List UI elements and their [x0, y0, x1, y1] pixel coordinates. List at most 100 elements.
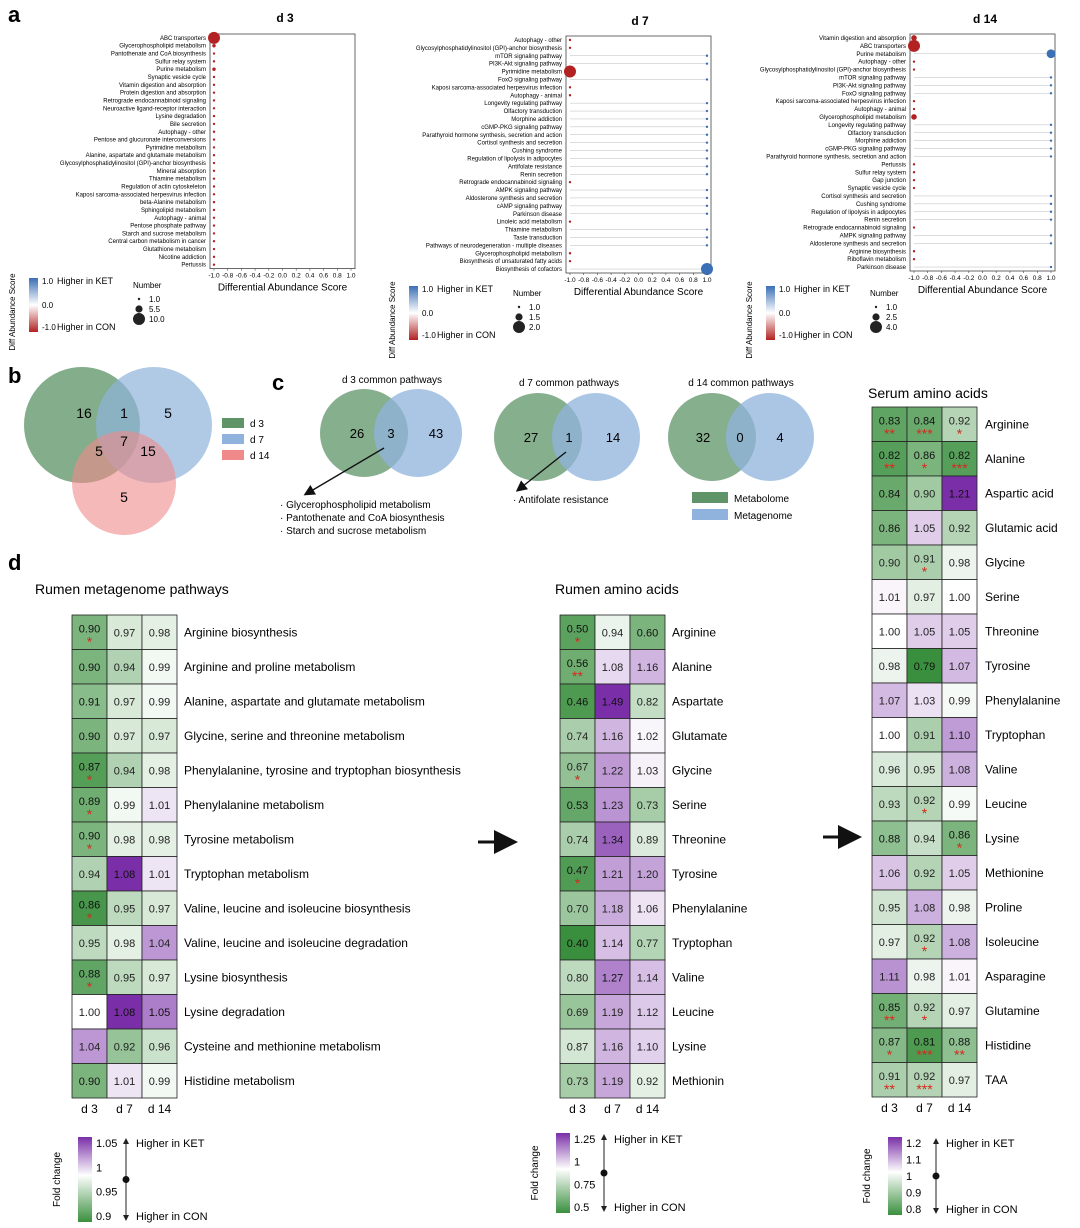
heatmap-cell-value: 0.67	[567, 761, 588, 773]
lollipop-point	[212, 224, 216, 227]
pathway-label: Autophagy - other	[858, 60, 906, 66]
venn-circle-metagenome-d3	[374, 389, 462, 477]
heatmap-row-label: Threonine	[985, 624, 1039, 638]
heatmap-cell	[906, 441, 943, 477]
heatmap-row-label: Lysine	[672, 1039, 707, 1053]
pathway-label: Pentose phosphate pathway	[130, 224, 206, 230]
heatmap-row-label: Phenylalanine, tyrosine and tryptophan b…	[184, 763, 461, 777]
lollipop-point	[1049, 76, 1053, 79]
pathway-label: Cushing syndrome	[856, 202, 907, 208]
higher-con-label: Higher in CON	[794, 330, 853, 340]
heatmap-cell	[594, 649, 631, 685]
venn-center-d14: 0	[736, 430, 743, 445]
colorbar-tick: 1	[96, 1162, 102, 1174]
heatmap-cell-value: 1.19	[602, 1007, 623, 1019]
heatmap-cell-value: 1.05	[914, 523, 935, 535]
heatmap-row-label: Lysine	[985, 831, 1020, 845]
venn-title-d3: d 3 common pathways	[342, 375, 442, 386]
heatmap-cell-value: 0.97	[914, 592, 935, 604]
pathway-label: Renin secretion	[520, 172, 562, 178]
heatmap-cell-value: 0.69	[567, 1007, 588, 1019]
lollipop-point	[705, 133, 709, 136]
heatmap-cell-value: 1.34	[602, 834, 623, 846]
size-legend-dot	[870, 321, 882, 333]
x-tick-label: 1.0	[702, 277, 711, 284]
venn-region-d7-only: 5	[164, 405, 172, 421]
heatmap-cell-value: 1.08	[914, 902, 935, 914]
pathway-label: Neuroactive ligand-receptor interaction	[103, 106, 206, 112]
significance-star: ***	[916, 1081, 933, 1097]
lollipop-point	[212, 122, 216, 126]
heatmap-cell	[559, 856, 596, 892]
lollipop-point	[705, 228, 709, 231]
venn-region-all: 7	[120, 433, 128, 449]
lollipop-point	[212, 107, 216, 110]
lollipop-point	[1049, 194, 1053, 198]
pathway-label: Riboflavin metabolism	[847, 257, 906, 263]
heatmap-cell-value: 0.92	[914, 795, 935, 807]
x-tick-label: -0.2	[263, 273, 275, 280]
heatmap-row-label: Tyrosine metabolism	[184, 832, 294, 846]
heatmap-cell-value: 0.40	[567, 938, 588, 950]
venn-right-d7: 14	[606, 430, 620, 445]
heatmap-cell-value: 0.97	[114, 731, 135, 743]
higher-ket-label: Higher in KET	[136, 1138, 205, 1150]
heatmap-cell-value: 0.60	[637, 627, 658, 639]
heatmap-cell	[906, 958, 943, 994]
heatmap-row-label: Alanine	[672, 660, 712, 674]
pathway-label: PI3K-Akt signaling pathway	[833, 83, 906, 89]
heatmap-row-label: Threonine	[672, 832, 726, 846]
significance-star: **	[884, 1081, 895, 1097]
pathway-label: Glycosylphosphatidylinositol (GPI)-ancho…	[60, 161, 206, 167]
pathway-label: Renin secretion	[864, 218, 906, 224]
pathway-label: Parkinson disease	[857, 265, 907, 271]
colorbar-tick: 0.5	[574, 1202, 589, 1214]
heatmap-row-label: Histidine metabolism	[184, 1074, 295, 1088]
heatmap-cell	[71, 959, 108, 995]
significance-star: *	[87, 910, 93, 926]
colorbar-tick: 0.9	[906, 1188, 921, 1200]
heatmap-cell-value: 1.11	[879, 971, 900, 983]
heatmap-cell-value: 1.08	[949, 764, 970, 776]
heatmap-cell	[629, 994, 666, 1030]
heatmap-cell-value: 0.86	[949, 829, 970, 841]
lollipop-point	[568, 252, 572, 255]
heatmap-cell	[941, 717, 978, 753]
lollipop-point	[212, 247, 216, 251]
heatmap-cell	[906, 579, 943, 615]
lollipop-point	[705, 141, 709, 144]
x-tick-label: -1.0	[908, 275, 920, 282]
pathway-label: Glycerophospholipid metabolism	[119, 44, 206, 50]
heatmap-cell-value: 0.93	[879, 799, 900, 811]
heatmap-cell	[106, 1028, 143, 1064]
heatmap-cell-value: 1.16	[602, 1041, 623, 1053]
heatmap-cell-value: 0.47	[567, 865, 588, 877]
lollipop-point	[912, 178, 916, 182]
heatmap-cell-value: 1.08	[949, 937, 970, 949]
heatmap-row-label: Histidine	[985, 1038, 1031, 1052]
lollipop-point	[705, 196, 709, 200]
heatmap-cell-value: 0.98	[149, 765, 170, 777]
higher-con-label: Higher in CON	[57, 322, 116, 332]
heatmap-cell-value: 0.90	[79, 1076, 100, 1088]
heatmap-cell-value: 1.04	[79, 1041, 100, 1053]
legend-label-metabolome: Metabolome	[734, 494, 789, 505]
heatmap-cell-value: 0.86	[914, 450, 935, 462]
heatmap-cell-value: 1.06	[879, 868, 900, 880]
pathway-label: Biosynthesis of cofactors	[496, 267, 562, 273]
size-legend-label: 1.0	[149, 295, 161, 304]
heatmap-cell	[71, 994, 108, 1030]
heatmap-cell-value: 0.74	[567, 731, 588, 743]
pathway-label: Regulation of lipolysis in adipocytes	[811, 210, 906, 216]
heatmap-title-metagenome: Rumen metagenome pathways	[35, 581, 229, 597]
heatmap-row-label: Tryptophan	[672, 936, 732, 950]
venn-right-d14: 4	[776, 430, 783, 445]
lollipop-point	[212, 91, 216, 94]
heatmap-2: 0.83**0.84***0.92*Arginine0.82**0.86*0.8…	[871, 406, 1061, 1115]
heatmap-cell	[594, 683, 631, 719]
heatmap-cell	[141, 1063, 178, 1099]
colorbar	[409, 286, 418, 340]
heatmap-cell	[871, 786, 908, 822]
heatmap-cell	[871, 924, 908, 960]
